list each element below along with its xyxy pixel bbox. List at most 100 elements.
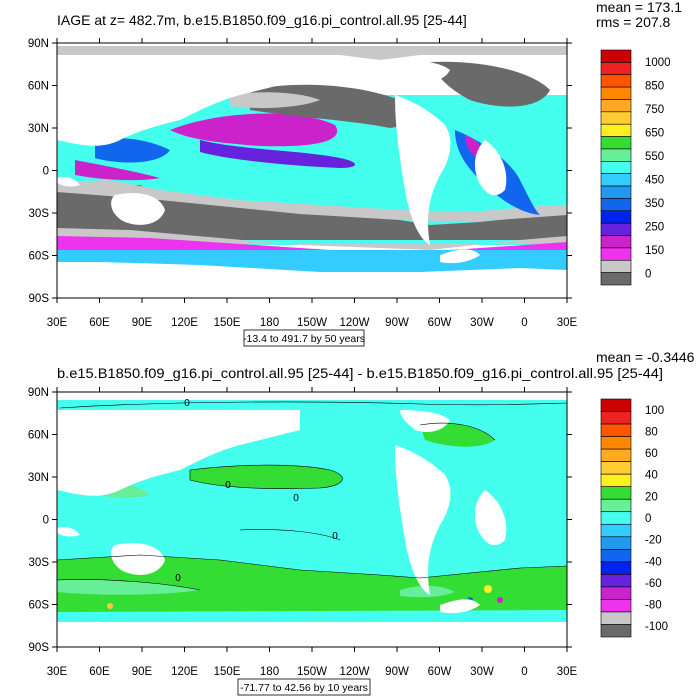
y-tick-label: 0 [43, 166, 49, 178]
colorbar-swatch [600, 461, 632, 475]
y-tick-label: 30S [29, 557, 50, 569]
panel1-map [57, 43, 567, 298]
colorbar-swatch [600, 536, 632, 550]
panel2-map [57, 392, 567, 647]
x-tick-label: 90W [385, 666, 409, 678]
x-tick-label: 120W [339, 666, 369, 678]
x-tick-label: 30W [470, 666, 494, 678]
colorbar-swatch [600, 62, 632, 76]
panel2-range-text: -71.77 to 42.56 by 10 years [240, 682, 368, 694]
colorbar-swatch [600, 210, 632, 224]
colorbar-swatch [600, 511, 632, 525]
y-tick-label: 0 [43, 515, 49, 527]
colorbar-swatch [600, 161, 632, 174]
x-tick-label: 120E [171, 317, 198, 329]
colorbar-swatch [600, 49, 632, 63]
colorbar-label: 1000 [645, 57, 671, 69]
y-tick-label: 90N [28, 38, 49, 50]
x-tick-label: 90E [132, 666, 153, 678]
x-tick-label: 120E [171, 666, 198, 678]
y-tick-label: 60S [29, 600, 50, 612]
colorbar-label: 20 [645, 491, 658, 503]
y-tick-label: 60S [29, 251, 50, 263]
y-tick-label: 30S [29, 208, 50, 220]
x-tick-label: 30E [557, 317, 578, 329]
x-tick-label: 30E [47, 317, 68, 329]
colorbar-swatch [600, 498, 632, 513]
colorbar-label: 40 [645, 470, 658, 482]
colorbar-swatch [600, 198, 632, 212]
colorbar-swatch [600, 222, 632, 236]
colorbar-swatch [600, 523, 632, 538]
colorbar-label: 250 [645, 221, 664, 233]
colorbar-label: 0 [645, 513, 651, 525]
panel2-colorbar: 100 80 60 40 20 0 -20 -40 -60 -80 -100 [600, 398, 668, 638]
panel1-range-text: -13.4 to 491.7 by 50 years [243, 333, 365, 345]
x-tick-label: 60W [428, 666, 452, 678]
panel2-mean: mean = -0.3446 [596, 349, 695, 365]
panel1-x-axis: 30E 60E 90E 120E 150E 180 150W 120W 90W 60W 30W 0 30… [47, 38, 578, 329]
colorbar-label: 150 [645, 245, 664, 257]
colorbar-label: 100 [645, 405, 664, 417]
colorbar-swatch [600, 448, 632, 462]
colorbar-label: -40 [645, 556, 662, 568]
colorbar-swatch [600, 411, 632, 425]
colorbar-label: -80 [645, 600, 662, 612]
y-tick-label: 90S [29, 642, 50, 654]
colorbar-swatch [600, 86, 632, 100]
colorbar-label: 0 [645, 268, 651, 280]
colorbar-swatch [600, 599, 632, 613]
panel2-range-box [237, 678, 371, 696]
panel2-x-axis: 30E 60E 90E 120E 150E 180 150W 120W 90W 60W 30W 0 30… [47, 387, 578, 678]
colorbar-label: 750 [645, 104, 664, 116]
colorbar-swatch [600, 272, 632, 286]
x-tick-label: 150E [214, 317, 241, 329]
colorbar-label: 650 [645, 127, 664, 139]
panel1-range-box [243, 329, 365, 347]
x-tick-label: 0 [521, 666, 527, 678]
colorbar-swatch [600, 173, 632, 187]
y-tick-label: 30N [28, 472, 49, 484]
colorbar-label: -100 [645, 621, 668, 633]
colorbar-swatch [600, 235, 632, 249]
panel2-y-axis: 90N 60N 30N 0 30S 60S 90S [28, 387, 572, 654]
contour-label: 0 [293, 493, 299, 504]
x-tick-label: 150W [297, 317, 327, 329]
colorbar-label: -60 [645, 578, 662, 590]
colorbar-label: 850 [645, 80, 664, 92]
colorbar-swatch [600, 486, 632, 500]
panel-iage: IAGE at z= 482.7m, b.e15.B1850.f09_g16.p… [28, 0, 682, 347]
colorbar-swatch [600, 74, 632, 88]
x-tick-label: 0 [521, 317, 527, 329]
panel2-title: b.e15.B1850.f09_g16.pi_control.all.95 [2… [57, 365, 663, 381]
colorbar-swatch [600, 259, 632, 273]
colorbar-swatch [600, 99, 632, 113]
colorbar-label: 550 [645, 151, 664, 163]
x-tick-label: 60E [89, 666, 110, 678]
colorbar-swatch [600, 549, 632, 563]
colorbar-swatch [600, 561, 632, 575]
x-tick-label: 180 [260, 666, 279, 678]
contour-label: 0 [332, 531, 338, 542]
colorbar-swatch [600, 586, 632, 600]
x-tick-label: 90W [385, 317, 409, 329]
colorbar-label: 60 [645, 448, 658, 460]
x-tick-label: 90E [132, 317, 153, 329]
colorbar-swatch [600, 624, 632, 638]
panel1-mean: mean = 173.1 [596, 0, 682, 15]
colorbar-label: 450 [645, 174, 664, 186]
x-tick-label: 30E [557, 666, 578, 678]
colorbar-swatch [600, 611, 632, 625]
y-tick-label: 90S [29, 293, 50, 305]
x-tick-label: 150E [214, 666, 241, 678]
colorbar-swatch [600, 136, 632, 150]
panel1-colorbar: 1000 850 750 650 550 450 350 250 150 0 [600, 49, 671, 286]
x-tick-label: 180 [260, 317, 279, 329]
colorbar-swatch [600, 423, 632, 437]
colorbar-swatch [600, 247, 632, 261]
colorbar-swatch [600, 436, 632, 450]
contour-label: 0 [175, 573, 181, 584]
colorbar-swatch [600, 398, 632, 412]
contour-label: 0 [225, 480, 231, 491]
